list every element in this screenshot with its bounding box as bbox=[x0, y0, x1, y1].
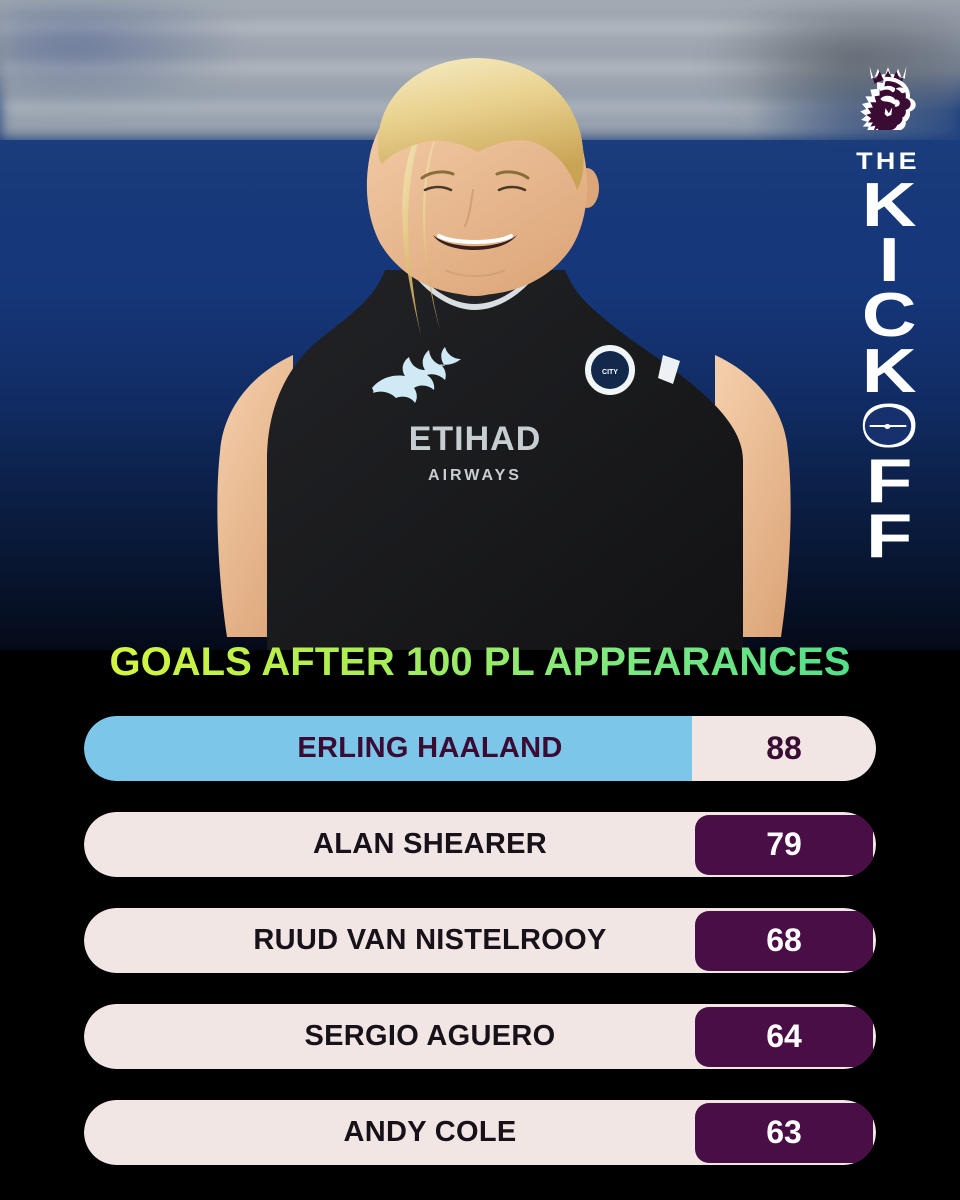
svg-text:CITY: CITY bbox=[602, 369, 618, 376]
svg-text:ETIHAD: ETIHAD bbox=[409, 420, 542, 458]
svg-text:AIRWAYS: AIRWAYS bbox=[428, 467, 522, 484]
